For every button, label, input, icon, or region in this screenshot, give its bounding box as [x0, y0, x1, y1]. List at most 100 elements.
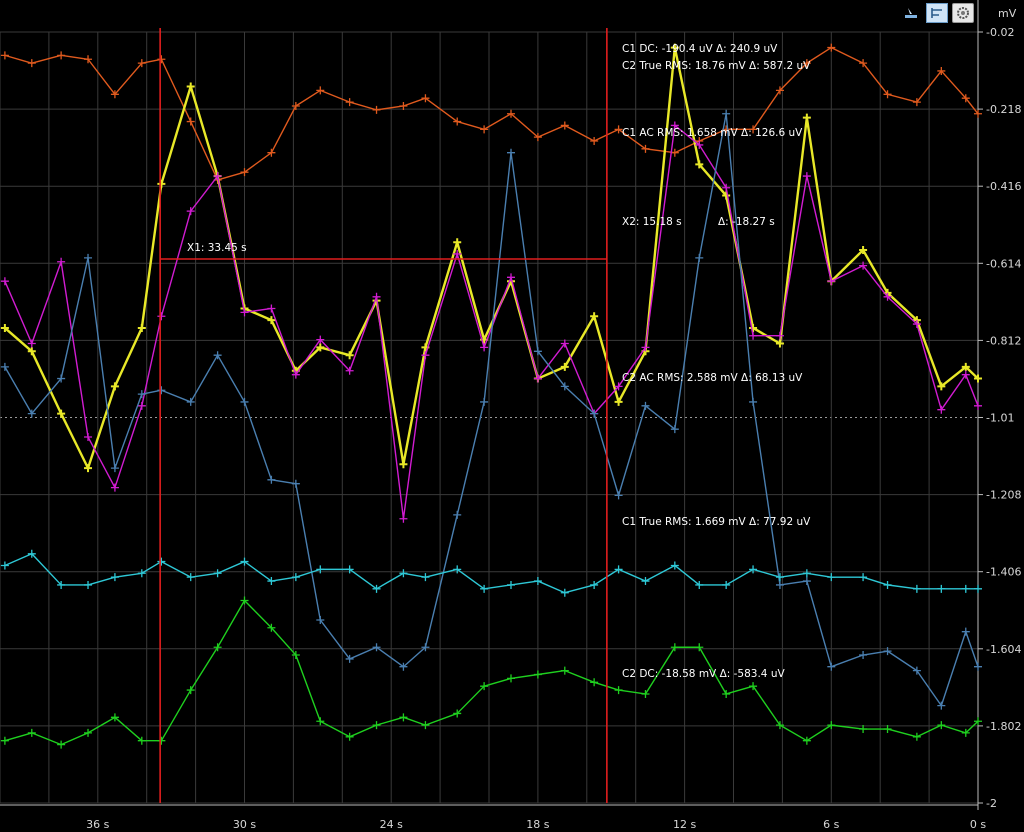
- series-point: [110, 483, 119, 492]
- series-point: [137, 390, 146, 399]
- cursor-layer[interactable]: [159, 28, 608, 803]
- series-point: [480, 343, 489, 352]
- series-point: [345, 654, 354, 663]
- series-point: [614, 491, 623, 500]
- series-point: [291, 651, 300, 660]
- series-point: [372, 721, 381, 730]
- settings-gear-icon[interactable]: [952, 3, 974, 23]
- series-point: [399, 569, 408, 578]
- series-point: [533, 374, 542, 383]
- series-point: [749, 323, 758, 332]
- series-point: [267, 304, 276, 313]
- series-point: [883, 725, 892, 734]
- cursor-tool-icon[interactable]: [900, 3, 922, 23]
- x-tick-label: 6 s: [823, 818, 839, 831]
- series-point: [961, 627, 970, 636]
- series-point: [84, 728, 93, 737]
- series-point: [641, 689, 650, 698]
- series-point: [722, 183, 731, 192]
- x-tick-label: 0 s: [970, 818, 986, 831]
- series-point: [0, 561, 9, 570]
- series-point: [937, 66, 946, 75]
- series-point: [480, 397, 489, 406]
- series-point: [614, 397, 623, 406]
- series-point: [84, 432, 93, 441]
- series-point: [641, 144, 650, 153]
- series-point: [110, 573, 119, 582]
- series-point: [399, 101, 408, 110]
- series-line-3: [4, 124, 979, 520]
- series-point: [507, 273, 516, 282]
- series-point: [507, 148, 516, 157]
- series-point: [453, 565, 462, 574]
- series-point: [722, 191, 731, 200]
- series-point: [27, 59, 36, 68]
- series-point: [110, 90, 119, 99]
- series-point: [912, 732, 921, 741]
- series-point: [695, 580, 704, 589]
- series-point: [240, 557, 249, 566]
- series-point: [453, 510, 462, 519]
- series-point: [614, 686, 623, 695]
- series-point: [267, 148, 276, 157]
- series-point: [57, 740, 66, 749]
- series-point: [137, 401, 146, 410]
- series-point: [827, 721, 836, 730]
- series-point: [137, 59, 146, 68]
- series-point: [421, 351, 430, 360]
- series-point: [345, 366, 354, 375]
- series-point: [590, 409, 599, 418]
- series-point: [560, 382, 569, 391]
- annotation-c1-ac-rms: C1 AC RMS: 1.658 mV Δ: 126.6 uV: [622, 127, 803, 139]
- y-tick-label: -2: [986, 797, 997, 810]
- series-point: [560, 666, 569, 675]
- ruler-icon[interactable]: [926, 3, 948, 23]
- series-point: [802, 736, 811, 745]
- series-point: [186, 573, 195, 582]
- series-point: [480, 584, 489, 593]
- series-point: [316, 335, 325, 344]
- series-point: [560, 339, 569, 348]
- series-point: [291, 370, 300, 379]
- series-point: [937, 721, 946, 730]
- y-axis: -0.02 -0.218 -0.416 -0.614 -0.812 -1.01 -1.208…: [978, 26, 1021, 810]
- series-point: [775, 580, 784, 589]
- series-point: [641, 577, 650, 586]
- series-point: [399, 460, 408, 469]
- series-point: [974, 584, 982, 593]
- series-point: [57, 374, 66, 383]
- series-point: [213, 643, 222, 652]
- series-point: [961, 362, 970, 371]
- annotation-c1-dc: C1 DC: -190.4 uV Δ: 240.9 uV: [622, 43, 778, 55]
- series-point: [27, 409, 36, 418]
- series-point: [453, 117, 462, 126]
- series-point: [0, 51, 9, 60]
- series-point: [399, 713, 408, 722]
- y-tick-label: -1.406: [986, 566, 1021, 579]
- x-tick-label: 36 s: [86, 818, 109, 831]
- y-tick-label: -1.01: [986, 412, 1014, 425]
- series-point: [421, 721, 430, 730]
- series-point: [590, 580, 599, 589]
- series-point: [859, 246, 868, 255]
- series-point: [186, 82, 195, 91]
- series-point: [157, 557, 166, 566]
- series-point: [695, 643, 704, 652]
- series-point: [240, 397, 249, 406]
- series-point: [480, 682, 489, 691]
- series-point: [961, 728, 970, 737]
- series-point: [267, 577, 276, 586]
- series-point: [453, 249, 462, 258]
- series-point: [590, 312, 599, 321]
- y-tick-label: -0.416: [986, 180, 1021, 193]
- series-line-4: [4, 113, 979, 707]
- series-point: [560, 121, 569, 130]
- series-point: [372, 292, 381, 301]
- series-point: [533, 577, 542, 586]
- y-tick-label: -0.218: [986, 103, 1021, 116]
- series-point: [291, 479, 300, 488]
- series-point: [961, 584, 970, 593]
- series-point: [883, 90, 892, 99]
- series-point: [267, 475, 276, 484]
- series-point: [157, 736, 166, 745]
